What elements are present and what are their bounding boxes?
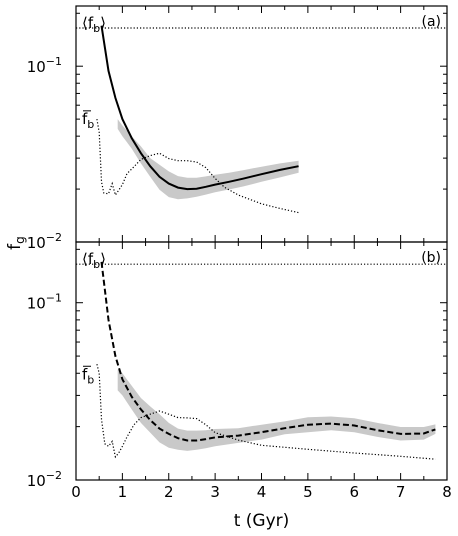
shaded-band-b [117, 369, 436, 451]
y-tick-label-b-bottom: 10−2 [27, 469, 62, 490]
mean-gas-fraction-dashed-line [100, 261, 436, 442]
lines-a [76, 25, 447, 214]
plot-frame-a [75, 5, 448, 243]
lines-b [76, 261, 447, 460]
x-tick-labels: 0 1 2 3 4 5 6 7 8 [71, 483, 452, 501]
x-tick-label: 3 [210, 483, 220, 501]
gas-fraction-label-a: fb [82, 110, 94, 131]
panel-label-b: (b) [421, 250, 441, 266]
y-ticks-a [76, 12, 447, 243]
plot-frame-b [75, 241, 448, 481]
y-axis-label: fg [5, 236, 27, 250]
x-tick-label: 2 [164, 483, 174, 501]
mean-gas-fraction-line [100, 25, 299, 191]
x-axis-label: t (Gyr) [234, 511, 290, 531]
gas-fraction-dotted-line [96, 364, 436, 460]
x-tick-label: 8 [442, 483, 452, 501]
panel-b: (b) ⟨fb⟩ fb [75, 241, 448, 481]
panel-label-a: (a) [421, 14, 441, 30]
x-tick-label: 7 [396, 483, 406, 501]
mean-baryon-fraction-label-b: ⟨fb⟩ [82, 250, 106, 271]
x-tick-label: 1 [118, 483, 128, 501]
panel-a: (a) ⟨fb⟩ fb [75, 5, 448, 243]
x-ticks-b [75, 242, 448, 480]
mean-baryon-fraction-label-a: ⟨fb⟩ [82, 14, 106, 35]
x-ticks-a [75, 6, 448, 242]
y-tick-label-a-bottom: 10−2 [27, 231, 62, 252]
x-tick-label: 6 [349, 483, 359, 501]
x-tick-label: 0 [71, 483, 81, 501]
y-ticks-b [76, 248, 447, 481]
y-tick-label-a-top: 10−1 [27, 55, 62, 76]
x-tick-label: 5 [303, 483, 313, 501]
x-tick-label: 4 [257, 483, 267, 501]
gas-fraction-label-b: fb [82, 365, 94, 386]
scatter-band [117, 369, 436, 451]
y-tick-label-b-top: 10−1 [27, 292, 62, 313]
